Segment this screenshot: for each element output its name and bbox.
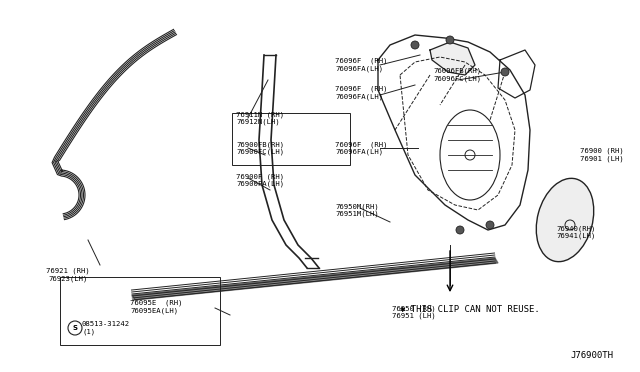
Text: 76940(RH)
76941(LH): 76940(RH) 76941(LH) [556,225,595,239]
Text: S: S [72,325,77,331]
Circle shape [446,36,454,44]
Circle shape [501,68,509,76]
Polygon shape [132,258,498,300]
Ellipse shape [536,178,594,262]
Text: 76911N (RH)
76912N(LH): 76911N (RH) 76912N(LH) [236,111,284,125]
Text: 76900F (RH)
76900FA(LH): 76900F (RH) 76900FA(LH) [236,173,284,187]
Text: 76950 (RH)
76951 (LH): 76950 (RH) 76951 (LH) [392,305,436,319]
Bar [232,113,350,165]
Circle shape [456,226,464,234]
Text: J76900TH: J76900TH [570,350,613,359]
Bar [60,277,220,345]
Text: 76096F  (RH)
76096FA(LH): 76096F (RH) 76096FA(LH) [335,58,387,72]
Text: 76950M(RH)
76951M(LH): 76950M(RH) 76951M(LH) [335,203,379,217]
Text: 76096F  (RH)
76096FA(LH): 76096F (RH) 76096FA(LH) [335,86,387,100]
Text: 76096F  (RH)
76096FA(LH): 76096F (RH) 76096FA(LH) [335,141,387,155]
Text: 76096FB(RH)
76096FC(LH): 76096FB(RH) 76096FC(LH) [433,68,481,82]
Text: 76900FB(RH)
76900FC(LH): 76900FB(RH) 76900FC(LH) [236,141,284,155]
Text: 76921 (RH)
76923(LH): 76921 (RH) 76923(LH) [46,268,90,282]
Circle shape [411,41,419,49]
Circle shape [68,321,82,335]
Text: 76095E  (RH)
76095EA(LH): 76095E (RH) 76095EA(LH) [130,300,182,314]
Text: ✱ THIS CLIP CAN NOT REUSE.: ✱ THIS CLIP CAN NOT REUSE. [400,305,540,314]
Text: 08513-31242
(1): 08513-31242 (1) [82,321,130,335]
Text: 76900 (RH)
76901 (LH): 76900 (RH) 76901 (LH) [580,148,624,162]
Circle shape [486,221,494,229]
Polygon shape [430,42,475,75]
